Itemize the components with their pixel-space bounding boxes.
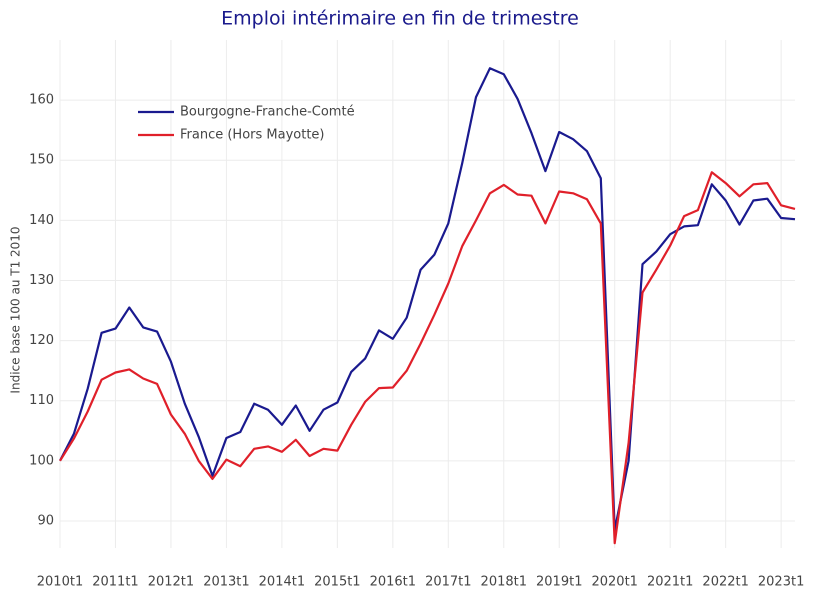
x-tick-label: 2018t1 bbox=[481, 575, 527, 590]
y-tick-label: 120 bbox=[29, 333, 54, 348]
legend-label: Bourgogne-Franche-Comté bbox=[180, 105, 355, 120]
x-tick-label: 2012t1 bbox=[148, 575, 194, 590]
x-tick-label: 2020t1 bbox=[591, 575, 637, 590]
x-tick-label: 2016t1 bbox=[370, 575, 416, 590]
x-tick-label: 2019t1 bbox=[536, 575, 582, 590]
series-line bbox=[59, 67, 796, 532]
x-tick-label: 2013t1 bbox=[203, 575, 249, 590]
x-tick-label: 2015t1 bbox=[314, 575, 360, 590]
chart-title: Emploi intérimaire en fin de trimestre bbox=[221, 8, 579, 30]
y-tick-label: 160 bbox=[29, 93, 54, 108]
y-tick-label: 100 bbox=[29, 453, 54, 468]
x-tick-label: 2014t1 bbox=[259, 575, 305, 590]
y-tick-label: 110 bbox=[29, 393, 54, 408]
y-tick-label: 150 bbox=[29, 153, 54, 168]
x-tick-label: 2022t1 bbox=[702, 575, 748, 590]
x-tick-label: 2021t1 bbox=[647, 575, 693, 590]
x-tick-label: 2023t1 bbox=[758, 575, 804, 590]
legend-label: France (Hors Mayotte) bbox=[180, 128, 325, 143]
x-tick-label: 2011t1 bbox=[92, 575, 138, 590]
x-tick-label: 2017t1 bbox=[425, 575, 471, 590]
x-tick-label: 2010t1 bbox=[37, 575, 83, 590]
y-tick-label: 130 bbox=[29, 273, 54, 288]
series-line bbox=[59, 171, 796, 545]
y-axis-label: Indice base 100 au T1 2010 bbox=[9, 226, 23, 393]
y-tick-label: 90 bbox=[37, 513, 54, 528]
y-tick-label: 140 bbox=[29, 213, 54, 228]
